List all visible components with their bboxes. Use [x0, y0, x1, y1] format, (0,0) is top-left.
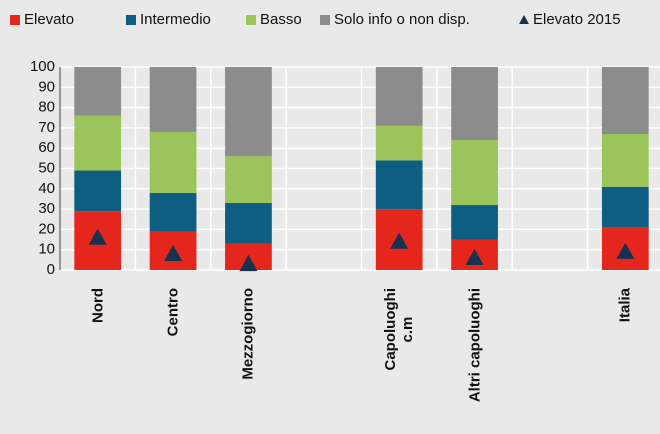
y-tick-label: 40 [38, 180, 55, 197]
legend-swatch [320, 15, 330, 25]
y-tick-label: 90 [38, 78, 55, 95]
marker-triangle [616, 242, 635, 259]
bar-segment [601, 186, 649, 228]
legend-label: Elevato 2015 [533, 11, 621, 28]
y-tick-label: 10 [38, 241, 55, 258]
marker-triangle [164, 244, 183, 261]
bar-segment [149, 67, 197, 132]
legend-label: Elevato [24, 11, 74, 28]
marker-triangle [390, 232, 409, 249]
x-tick-label: Nord [89, 288, 107, 323]
bar-segment [225, 67, 272, 157]
y-tick-label: 0 [47, 261, 55, 278]
y-tick-label: 100 [30, 58, 55, 75]
x-tick-label: Capoluoghi c.m [382, 288, 417, 371]
legend-marker [519, 15, 529, 24]
bar-segment [375, 125, 423, 161]
bar-segment [375, 160, 423, 210]
legend-swatch [126, 15, 136, 25]
legend-label: Intermedio [140, 11, 211, 28]
bar-segment [601, 133, 649, 187]
x-tick-label: Centro [164, 288, 182, 337]
x-tick-label: Italia [616, 288, 634, 323]
bar-segment [451, 140, 498, 206]
y-tick-label: 80 [38, 99, 55, 116]
legend-swatch [246, 15, 256, 25]
bar-segment [225, 203, 272, 244]
bar-segment [149, 192, 197, 232]
x-tick-label: Mezzogiorno [239, 288, 257, 380]
y-tick-label: 50 [38, 159, 55, 176]
bar-segment [225, 156, 272, 204]
marker-triangle [88, 228, 107, 245]
y-tick-label: 60 [38, 139, 55, 156]
y-tick-label: 20 [38, 220, 55, 237]
bar-segment [74, 67, 122, 116]
legend-label: Basso [260, 11, 302, 28]
marker-triangle [465, 248, 484, 266]
bar-segment [601, 67, 649, 134]
legend-swatch [10, 15, 20, 25]
marker-triangle [239, 254, 258, 272]
bar-segment [451, 205, 498, 240]
y-tick-label: 30 [38, 200, 55, 217]
x-tick-label: Altri capoluoghi [466, 288, 484, 403]
legend-label: Solo info o non disp. [334, 11, 470, 28]
bar-segment [451, 67, 498, 141]
bar-segment [74, 115, 122, 171]
bar-segment [149, 131, 197, 193]
bar-segment [74, 170, 122, 212]
y-tick-label: 70 [38, 119, 55, 136]
bar-segment [375, 67, 423, 126]
